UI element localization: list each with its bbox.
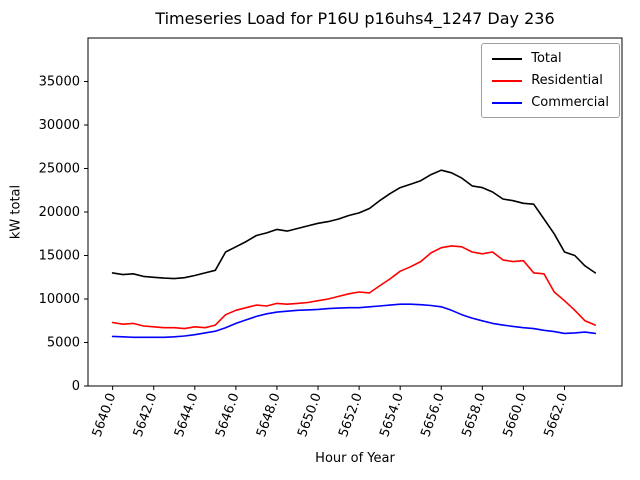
x-tick-label: 5654.0 [377, 391, 407, 439]
x-tick-label: 5644.0 [172, 391, 202, 439]
y-tick-label: 20000 [39, 205, 80, 220]
series-line-commercial [111, 303, 597, 339]
total-line-swatch [492, 57, 523, 60]
commercial-line-swatch [492, 101, 523, 104]
series-line-residential [111, 245, 597, 330]
y-tick-label: 0 [72, 379, 80, 394]
y-tick-label: 30000 [39, 118, 80, 133]
x-tick-label: 5646.0 [213, 391, 243, 439]
x-axis-label: Hour of Year [315, 451, 395, 466]
legend-item-residential: Residential [492, 73, 609, 88]
legend-item-total: Total [492, 51, 609, 66]
legend: Total Residential Commercial [481, 43, 620, 118]
x-tick-label: 5656.0 [418, 391, 448, 439]
x-tick-label: 5640.0 [90, 391, 120, 439]
legend-item-commercial: Commercial [492, 95, 609, 110]
chart-title: Timeseries Load for P16U p16uhs4_1247 Da… [155, 9, 555, 28]
legend-label-total: Total [531, 51, 562, 66]
y-tick-label: 35000 [39, 75, 80, 90]
x-tick-label: 5658.0 [459, 391, 489, 439]
y-tick-label: 5000 [47, 336, 80, 351]
x-tick-label: 5660.0 [501, 391, 531, 439]
x-tick-label: 5652.0 [336, 391, 366, 439]
x-tick-label: 5662.0 [542, 391, 572, 439]
series-line-total [111, 169, 597, 280]
residential-line-swatch [492, 79, 523, 82]
x-tick-label: 5648.0 [254, 391, 284, 439]
legend-label-commercial: Commercial [531, 95, 609, 110]
x-tick-label: 5642.0 [131, 391, 161, 439]
y-tick-label: 10000 [39, 292, 80, 307]
y-tick-label: 15000 [39, 249, 80, 264]
legend-label-residential: Residential [531, 73, 603, 88]
x-tick-label: 5650.0 [295, 391, 325, 439]
y-tick-label: 25000 [39, 162, 80, 177]
